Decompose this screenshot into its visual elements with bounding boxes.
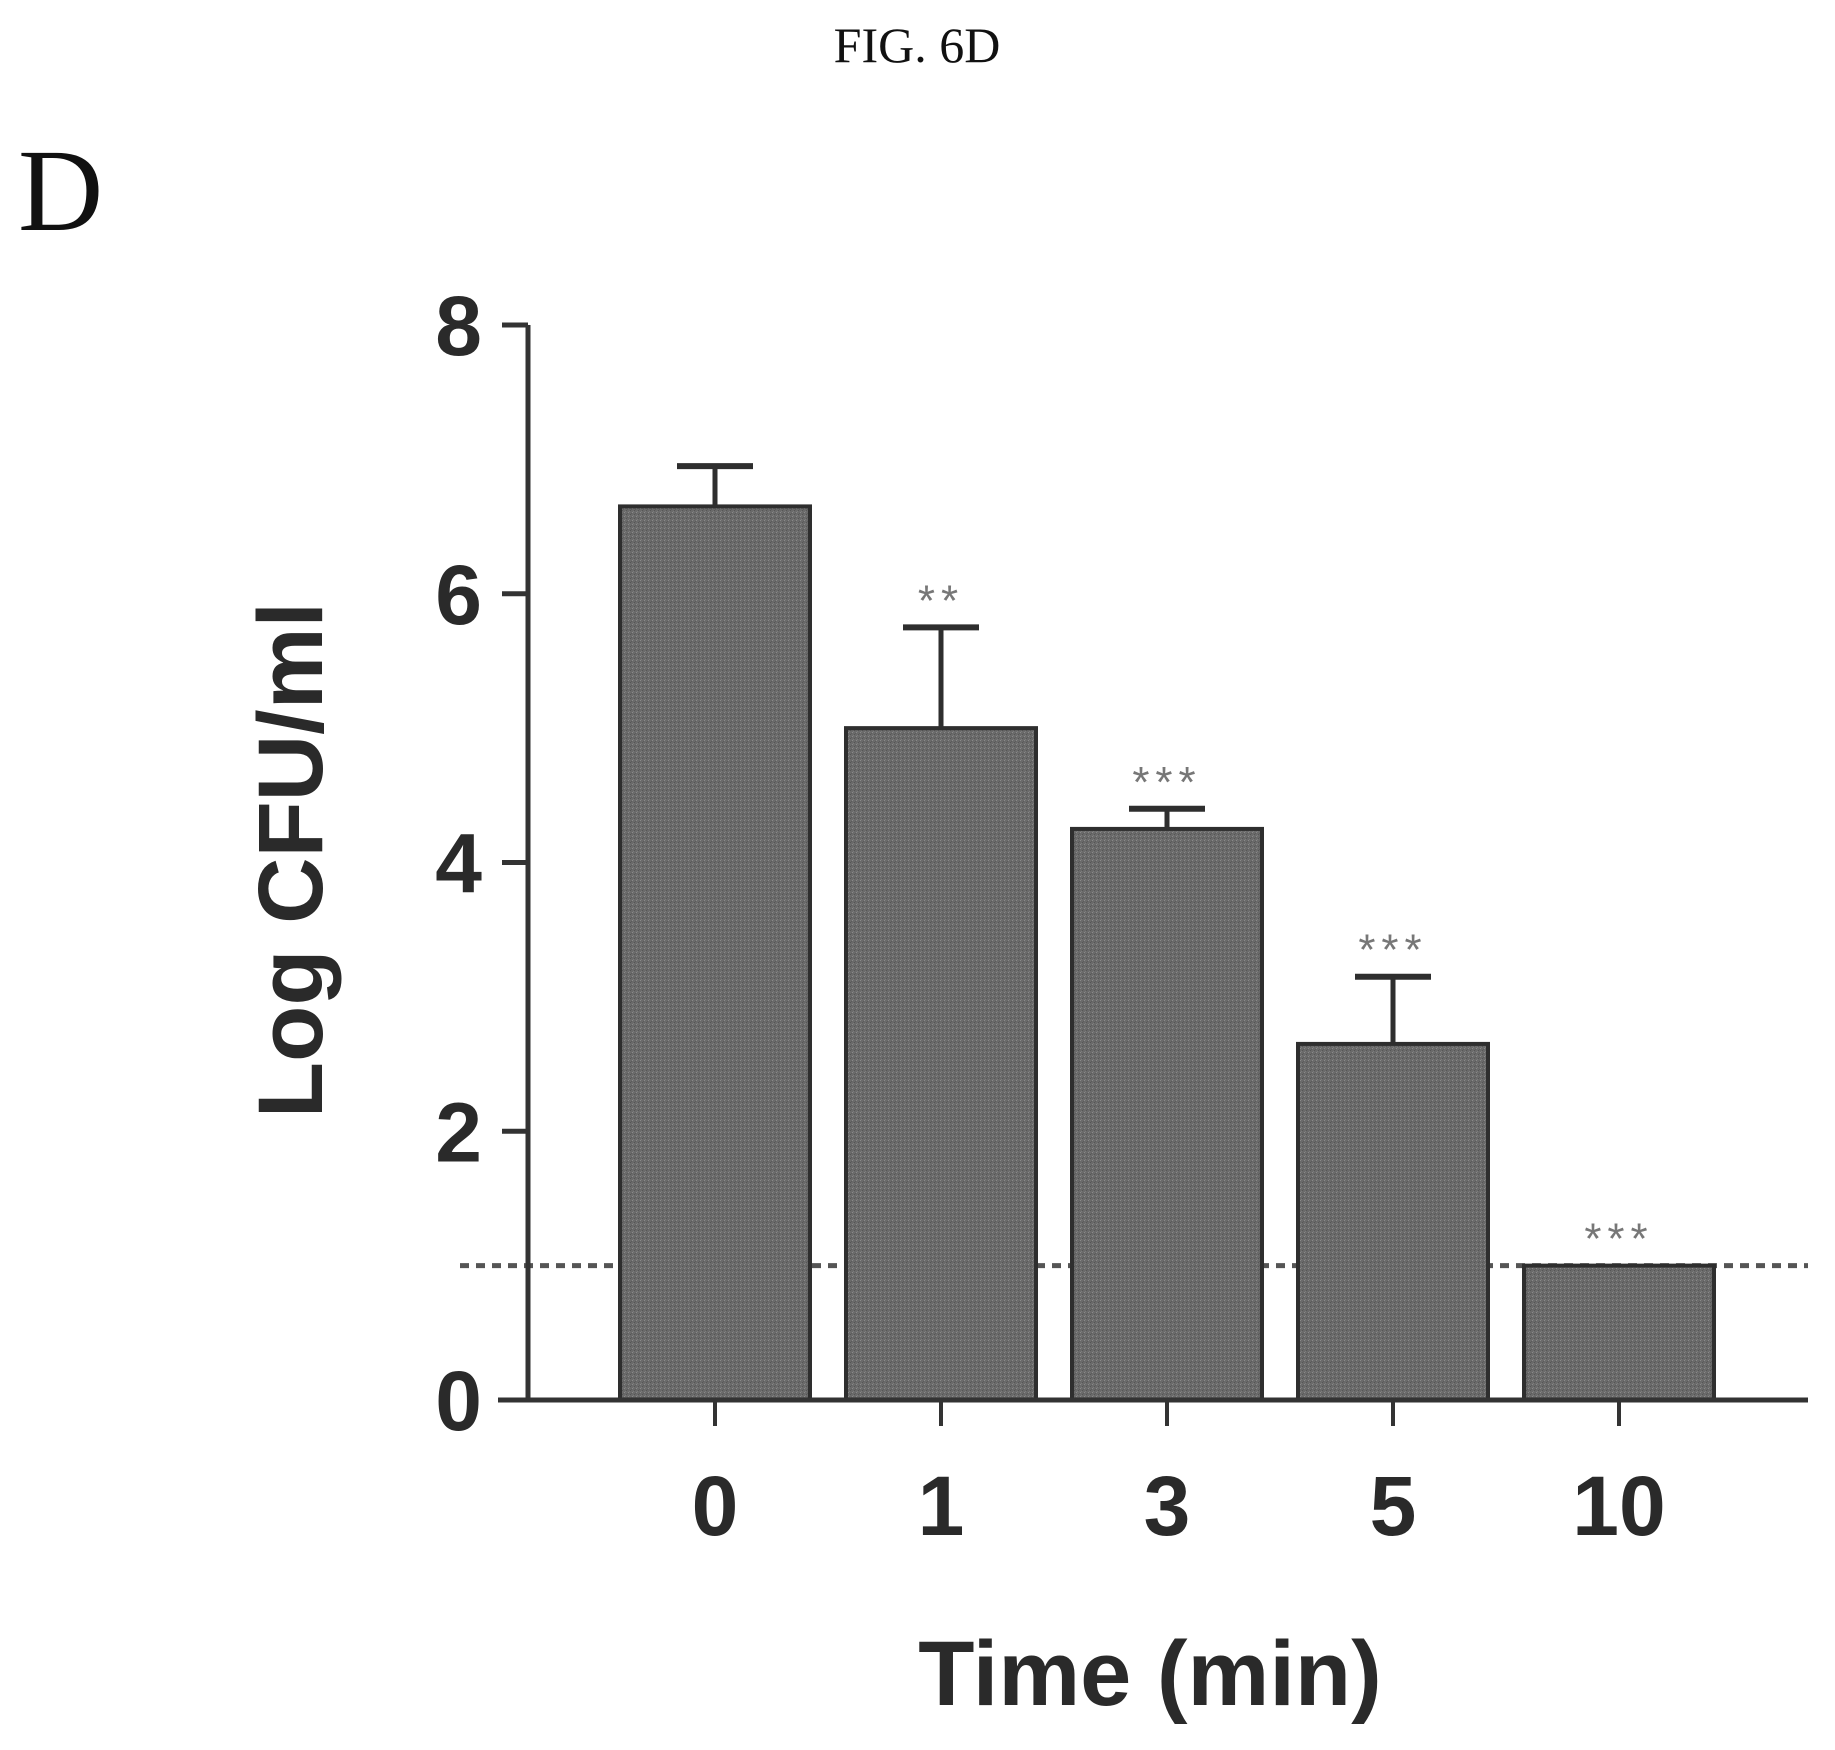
significance-label-5: *** [1358,926,1427,975]
bar-chart: 0 ** 1 *** 3 *** 5 *** 10 0 2 4 6 8 [435,279,1808,1553]
y-tick-label-0: 0 [435,1354,482,1448]
x-tick-label-0: 0 [692,1459,739,1553]
x-axis-label: Time (min) [918,1623,1381,1725]
y-axis-label: Log CFU/ml [240,602,342,1118]
bar-3 [1070,826,1264,1402]
bars-layer [618,463,1716,1402]
y-tick-label-8: 8 [435,279,482,373]
significance-label-10: *** [1584,1215,1653,1264]
axes-layer [498,322,1808,1426]
significance-label-1: ** [918,576,964,625]
bar-5 [1296,1041,1490,1402]
bar-10 [1522,1263,1716,1402]
bar-0 [618,504,812,1402]
significance-label-3: *** [1132,758,1201,807]
bar-1 [844,726,1038,1402]
y-tick-label-2: 2 [435,1085,482,1179]
y-tick-label-6: 6 [435,548,482,642]
tick-labels-layer: 0 ** 1 *** 3 *** 5 *** 10 0 2 4 6 8 [435,279,1665,1553]
y-tick-label-4: 4 [435,817,482,911]
x-tick-label-5: 5 [1370,1459,1417,1553]
x-tick-label-3: 3 [1144,1459,1191,1553]
x-tick-label-10: 10 [1572,1459,1665,1553]
figure-title: FIG. 6D [834,17,1001,73]
panel-label: D [18,125,103,256]
x-tick-label-1: 1 [918,1459,965,1553]
